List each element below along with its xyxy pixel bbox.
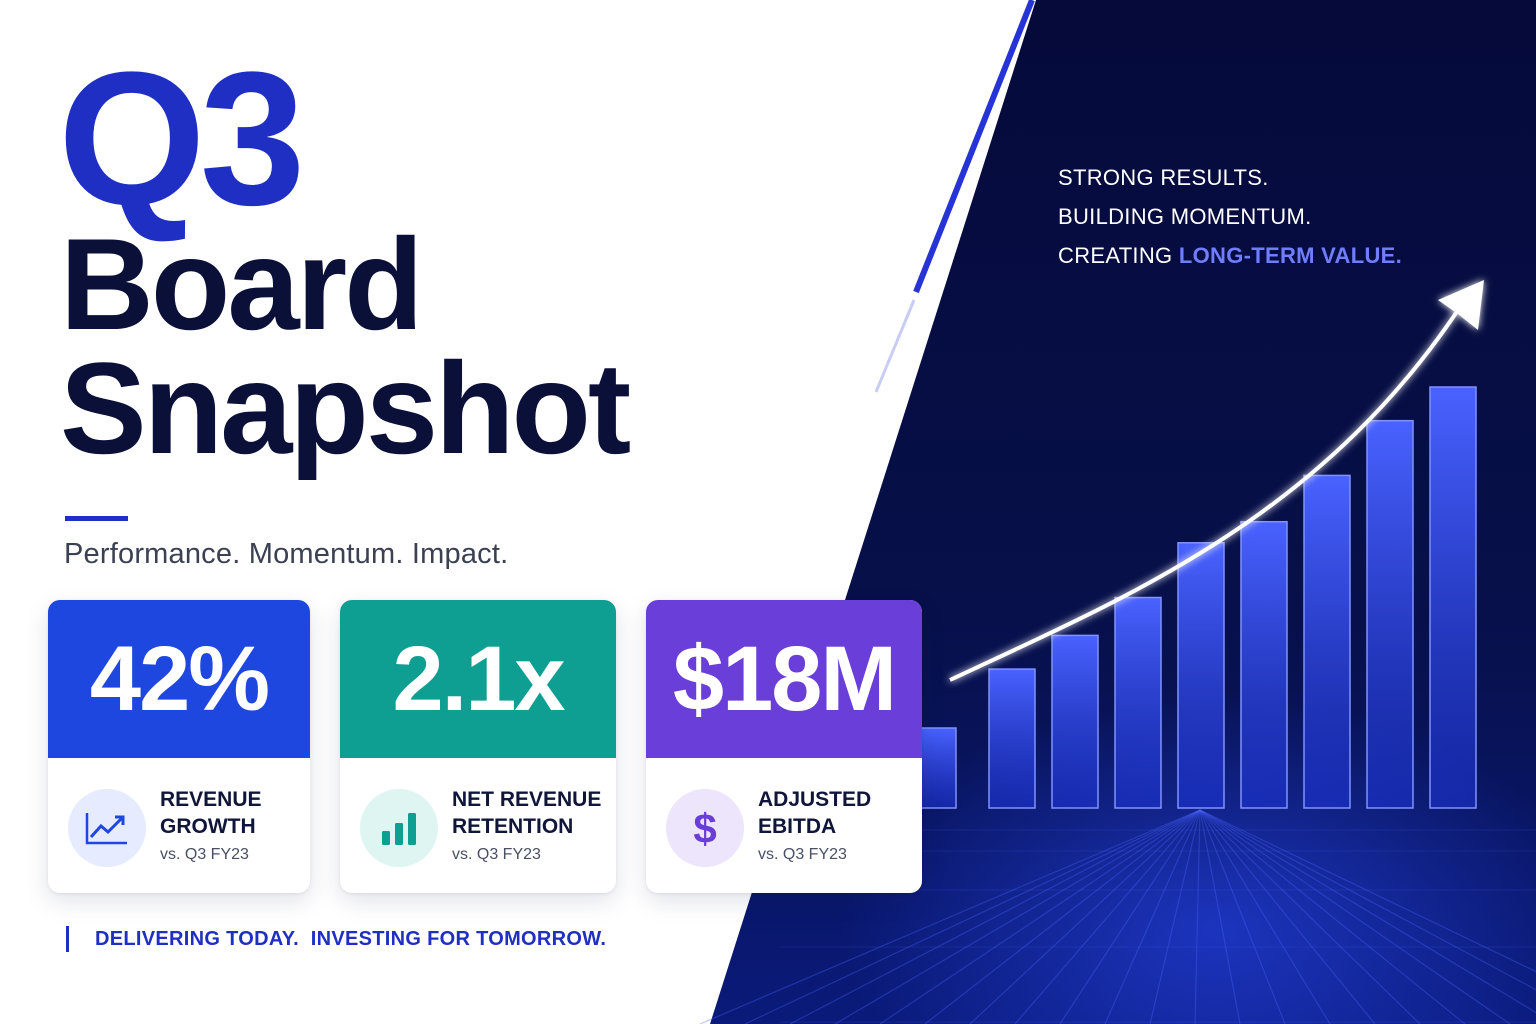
message-line-3-accent: LONG-TERM VALUE. bbox=[1178, 243, 1403, 268]
kpi-card-revenue-growth: 42% REVENUE GROWTH vs. Q3 FY23 bbox=[48, 600, 310, 893]
chart-bar bbox=[1177, 542, 1225, 809]
floor-line bbox=[1199, 809, 1536, 991]
kpi-label-line-1: REVENUE bbox=[160, 788, 262, 811]
floor-line bbox=[924, 809, 1201, 1024]
decorative-bar-chart bbox=[915, 386, 1477, 809]
tagline: DELIVERING TODAY. INVESTING FOR TOMORROW… bbox=[95, 928, 607, 950]
floor-line bbox=[1199, 809, 1466, 1024]
floor-line bbox=[1149, 809, 1201, 1024]
floor-line bbox=[1014, 809, 1201, 1024]
message-line-3-prefix: CREATING bbox=[1058, 243, 1179, 268]
floor-line bbox=[1199, 809, 1376, 1024]
kpi-comparison: vs. Q3 FY23 bbox=[758, 846, 847, 863]
svg-text:$: $ bbox=[693, 805, 716, 852]
kpi-label-line-2: RETENTION bbox=[452, 815, 574, 838]
kpi-card-adjusted-ebitda: $18M $ ADJUSTED EBITDA vs. Q3 FY23 bbox=[646, 600, 922, 893]
kpi-value: $18M bbox=[646, 600, 922, 758]
kpi-label: NET REVENUE RETENTION bbox=[452, 786, 601, 840]
floor-line bbox=[1199, 809, 1536, 973]
kpi-label-line-2: GROWTH bbox=[160, 815, 256, 838]
chart-bar bbox=[1240, 520, 1288, 809]
kpi-comparison: vs. Q3 FY23 bbox=[452, 846, 541, 863]
floor-line bbox=[744, 809, 1201, 1024]
kpi-label-line-1: ADJUSTED bbox=[758, 788, 872, 811]
floor-line bbox=[834, 809, 1201, 1024]
floor-line bbox=[699, 809, 1201, 1024]
kpi-comparison: vs. Q3 FY23 bbox=[160, 846, 249, 863]
title-line-1: Board bbox=[60, 211, 424, 357]
floor-line bbox=[1199, 809, 1286, 1024]
title-underline bbox=[65, 516, 128, 521]
floor-line bbox=[969, 809, 1201, 1024]
chart-bar bbox=[1114, 596, 1162, 809]
floor-line bbox=[1199, 809, 1241, 1024]
dollar-sign-icon: $ bbox=[666, 789, 744, 867]
growth-trend-arrow bbox=[949, 302, 1464, 682]
floor-line bbox=[879, 809, 1201, 1024]
kpi-label-line-1: NET REVENUE bbox=[452, 788, 602, 811]
chart-bar bbox=[1303, 474, 1351, 809]
chart-bar bbox=[1429, 386, 1477, 809]
floor-line bbox=[1199, 809, 1421, 1024]
floor-line bbox=[1199, 809, 1511, 1024]
chart-bar bbox=[1051, 634, 1099, 809]
subtitle: Performance. Momentum. Impact. bbox=[64, 538, 509, 570]
kpi-value: 2.1x bbox=[340, 600, 616, 758]
floor-line bbox=[1194, 809, 1201, 1024]
floor-line bbox=[1199, 809, 1331, 1024]
kpi-label: REVENUE GROWTH bbox=[160, 786, 262, 840]
floor-line bbox=[1199, 809, 1536, 1014]
message-line-1: STRONG RESULTS. bbox=[1058, 165, 1269, 190]
floor-line bbox=[1059, 809, 1201, 1024]
quarter-title: Q3 bbox=[58, 33, 305, 245]
bar-chart-icon bbox=[360, 789, 438, 867]
kpi-value: 42% bbox=[48, 600, 310, 758]
line-chart-trend-icon bbox=[68, 789, 146, 867]
floor-line bbox=[1104, 809, 1201, 1024]
right-panel-message: STRONG RESULTS. BUILDING MOMENTUM. CREAT… bbox=[1058, 158, 1402, 275]
chart-bar bbox=[1366, 419, 1414, 809]
kpi-label-line-2: EBITDA bbox=[758, 815, 837, 838]
kpi-label: ADJUSTED EBITDA bbox=[758, 786, 871, 840]
floor-line bbox=[789, 809, 1201, 1024]
kpi-card-net-revenue-retention: 2.1x NET REVENUE RETENTION vs. Q3 FY23 bbox=[340, 600, 616, 893]
message-line-3: CREATING LONG-TERM VALUE. bbox=[1058, 236, 1402, 275]
message-line-2: BUILDING MOMENTUM. bbox=[1058, 204, 1312, 229]
arrow-head-icon bbox=[1438, 280, 1484, 330]
chart-bar bbox=[915, 727, 957, 809]
chart-bar bbox=[988, 668, 1036, 809]
main-title: Board Snapshot bbox=[60, 211, 631, 481]
title-line-2: Snapshot bbox=[60, 335, 631, 481]
tagline-accent-bar bbox=[66, 926, 69, 952]
perspective-floor-lines bbox=[699, 809, 1536, 1024]
